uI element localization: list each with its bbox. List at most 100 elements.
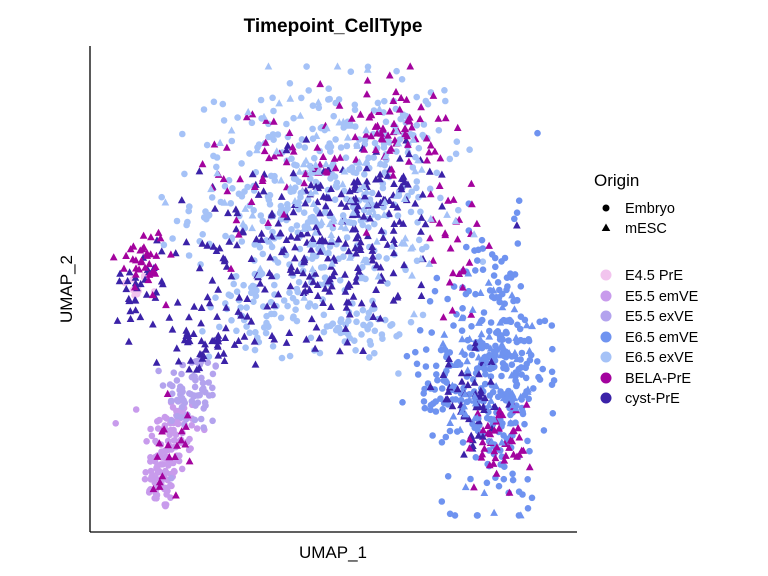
point-embryo-e6-5-exve: [181, 170, 188, 178]
point-embryo-e6-5-emve: [438, 439, 446, 446]
point-embryo-e6-5-emve: [528, 494, 536, 502]
legend-item-e55-emve: E5.5 emVE: [625, 289, 699, 305]
point-embryo-e5-5-emve: [153, 465, 161, 473]
point-embryo-e6-5-emve: [422, 363, 430, 370]
point-mesc-bela-pre: [465, 258, 474, 266]
point-mesc-cyst-pre: [443, 395, 452, 403]
point-mesc-cyst-pre: [268, 209, 276, 217]
point-mesc-cyst-pre: [368, 242, 377, 250]
point-embryo-e6-5-emve: [499, 420, 506, 427]
chart-title: Timepoint_CellType: [244, 16, 423, 37]
point-embryo-e6-5-exve: [384, 280, 391, 287]
point-mesc-bela-pre: [129, 242, 138, 250]
point-mesc-cyst-pre: [261, 285, 269, 293]
point-mesc-e6-5-emve: [503, 392, 512, 400]
point-mesc-cyst-pre: [248, 170, 257, 178]
point-embryo-e6-5-exve: [327, 322, 334, 330]
point-embryo-e6-5-emve: [498, 258, 505, 265]
point-mesc-cyst-pre: [254, 190, 263, 198]
point-mesc-cyst-pre: [243, 312, 252, 320]
point-mesc-bela-pre: [145, 259, 154, 268]
point-mesc-cyst-pre: [305, 285, 314, 293]
point-embryo-e5-5-emve: [162, 467, 169, 475]
point-mesc-e6-5-exve: [335, 118, 344, 126]
point-mesc-bela-pre: [387, 165, 396, 173]
point-embryo-e6-5-emve: [479, 266, 487, 274]
point-mesc-cyst-pre: [457, 369, 466, 377]
point-embryo-e6-5-exve: [375, 253, 383, 260]
point-embryo-e6-5-exve: [311, 154, 318, 162]
point-embryo-e6-5-exve: [184, 218, 191, 226]
point-embryo-e6-5-exve: [293, 285, 301, 293]
point-embryo-e6-5-emve: [492, 342, 499, 350]
point-mesc-cyst-pre: [198, 239, 207, 247]
point-embryo-e6-5-exve: [250, 207, 257, 214]
point-embryo-e6-5-exve: [321, 209, 329, 216]
point-mesc-e6-5-exve: [306, 240, 315, 248]
point-embryo-e6-5-exve: [262, 329, 270, 337]
point-mesc-bela-pre: [431, 147, 439, 155]
point-mesc-cyst-pre: [439, 370, 448, 378]
point-mesc-cyst-pre: [222, 303, 231, 311]
point-mesc-cyst-pre: [289, 208, 298, 216]
point-embryo-e5-5-exve: [199, 379, 207, 387]
point-mesc-cyst-pre: [131, 279, 140, 287]
point-mesc-cyst-pre: [192, 365, 201, 373]
point-mesc-bela-pre: [363, 76, 372, 84]
point-mesc-e6-5-exve: [380, 210, 388, 218]
point-mesc-e6-5-exve: [355, 158, 364, 166]
point-embryo-e6-5-emve: [456, 361, 464, 368]
point-embryo-e6-5-exve: [332, 99, 340, 107]
point-embryo-e6-5-exve: [369, 189, 376, 197]
point-mesc-bela-pre: [331, 164, 340, 172]
point-embryo-e5-5-exve: [209, 417, 216, 425]
point-embryo-e6-5-exve: [446, 155, 454, 163]
point-embryo-e6-5-emve: [536, 318, 543, 326]
point-embryo-e6-5-exve: [290, 114, 297, 122]
legend-item-e45-pre: E4.5 PrE: [625, 268, 683, 284]
point-mesc-cyst-pre: [359, 212, 368, 220]
point-mesc-bela-pre: [152, 251, 161, 259]
point-mesc-e6-5-exve: [341, 224, 350, 232]
legend-swatch-e65-exve: [600, 351, 612, 363]
point-mesc-cyst-pre: [136, 279, 145, 288]
point-embryo-e6-5-emve: [489, 388, 497, 396]
point-embryo-e5-5-exve: [204, 359, 212, 367]
point-mesc-cyst-pre: [369, 312, 378, 320]
point-mesc-cyst-pre: [270, 335, 279, 343]
point-mesc-e6-5-exve: [264, 62, 273, 70]
point-embryo-e6-5-exve: [199, 328, 206, 335]
point-mesc-e6-5-exve: [363, 65, 372, 73]
point-mesc-cyst-pre: [224, 209, 232, 217]
point-mesc-cyst-pre: [372, 285, 380, 293]
point-mesc-bela-pre: [223, 143, 231, 151]
point-mesc-e6-5-exve: [367, 305, 375, 313]
point-mesc-e6-5-exve: [414, 156, 422, 164]
point-mesc-e6-5-exve: [326, 220, 334, 228]
point-embryo-e6-5-exve: [238, 160, 245, 167]
point-mesc-bela-pre: [139, 231, 148, 239]
point-mesc-e6-5-emve: [485, 401, 493, 409]
point-embryo-e6-5-exve: [291, 161, 298, 168]
point-mesc-bela-pre: [429, 91, 438, 99]
point-mesc-e6-5-exve: [286, 183, 295, 191]
point-embryo-e6-5-emve: [548, 322, 556, 329]
point-mesc-cyst-pre: [239, 228, 247, 236]
point-mesc-bela-pre: [441, 229, 449, 237]
point-mesc-cyst-pre: [417, 213, 426, 221]
point-embryo-e6-5-exve: [284, 205, 292, 212]
point-embryo-e5-5-emve: [173, 407, 180, 415]
point-mesc-bela-pre: [335, 101, 344, 109]
point-embryo-e6-5-emve: [438, 498, 446, 505]
point-mesc-cyst-pre: [225, 237, 234, 245]
point-embryo-e6-5-exve: [309, 125, 316, 133]
point-embryo-e6-5-exve: [325, 85, 333, 92]
point-embryo-e6-5-emve: [438, 385, 446, 392]
point-embryo-e6-5-emve: [488, 251, 496, 258]
point-mesc-cyst-pre: [153, 236, 161, 244]
point-mesc-e6-5-exve: [376, 159, 385, 167]
point-mesc-e6-5-emve: [470, 396, 479, 404]
point-mesc-cyst-pre: [240, 332, 249, 340]
point-mesc-bela-pre: [362, 130, 371, 138]
point-embryo-e6-5-exve: [199, 231, 206, 238]
